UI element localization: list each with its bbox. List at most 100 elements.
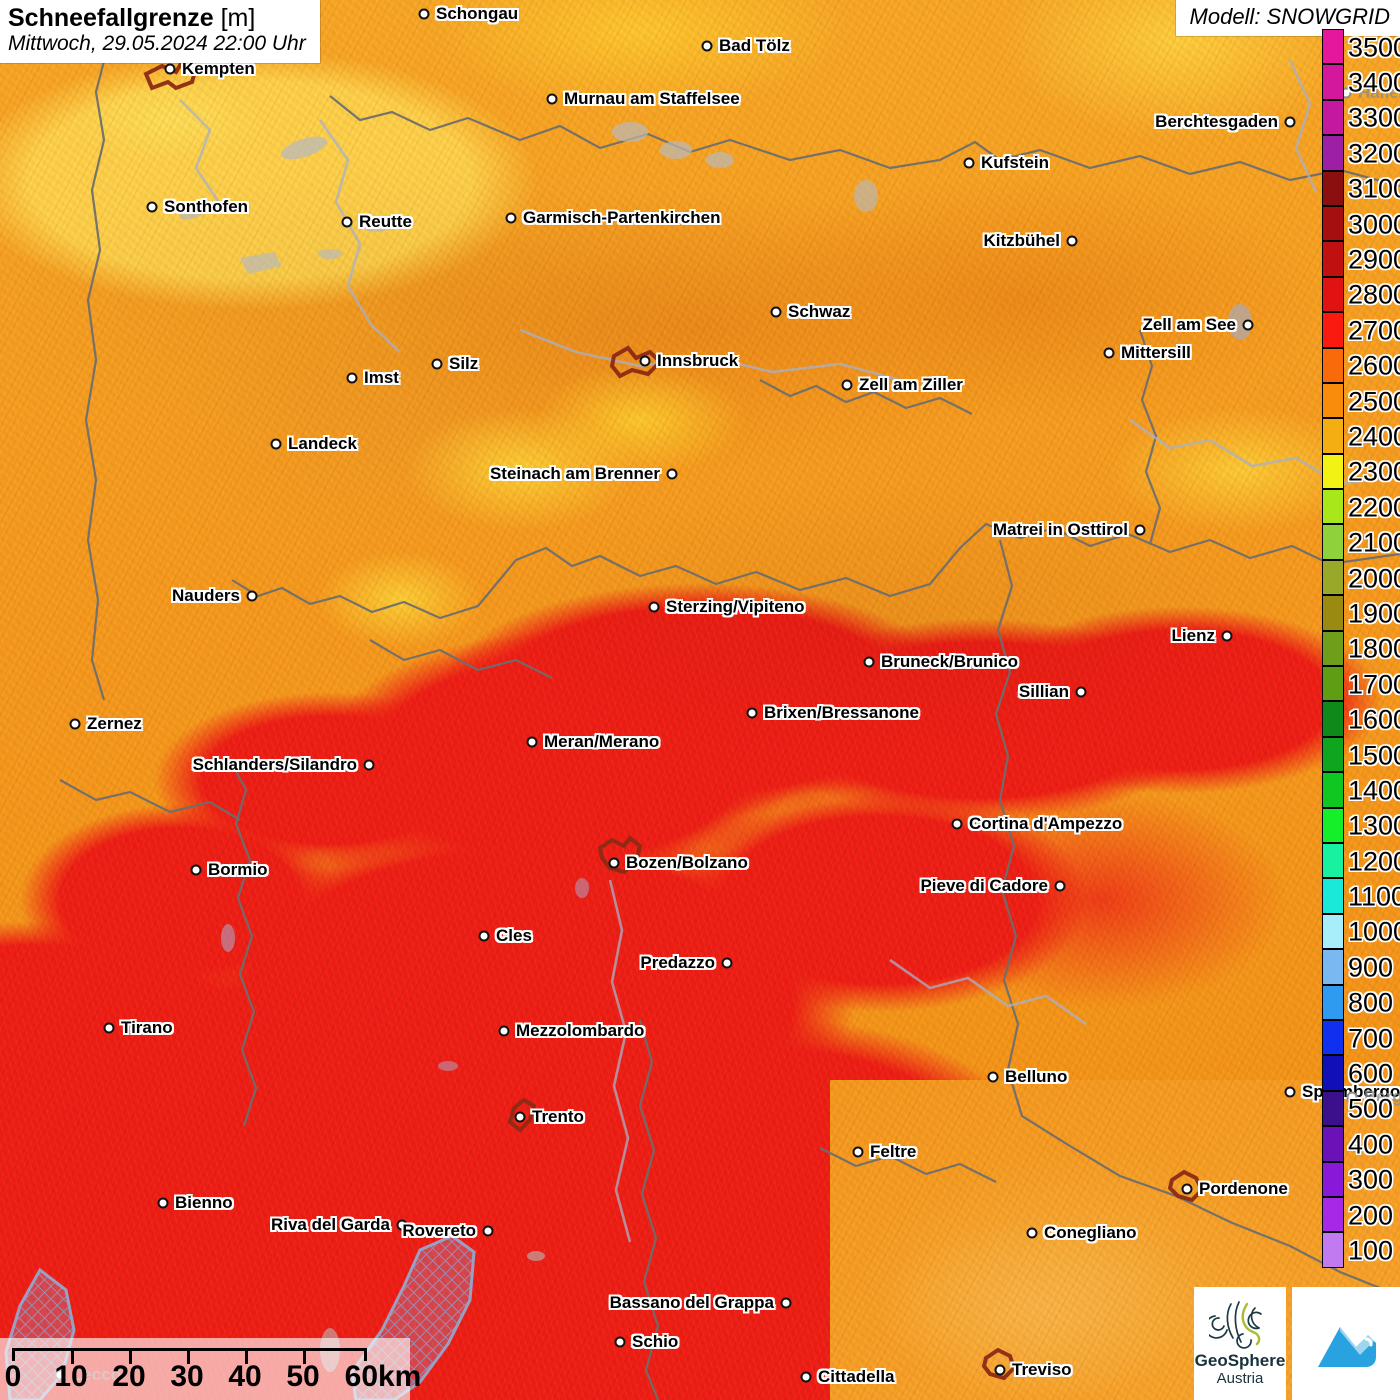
legend-row[interactable]: 1900 bbox=[1322, 595, 1400, 631]
city-dot-icon bbox=[1026, 1227, 1038, 1239]
city-dot-icon bbox=[1103, 347, 1115, 359]
app-logo[interactable] bbox=[1292, 1287, 1400, 1400]
city-dot-icon bbox=[608, 857, 620, 869]
city-name-label: Imst bbox=[364, 368, 399, 387]
city-name-label: Trento bbox=[532, 1107, 584, 1126]
legend-row[interactable]: 2400 bbox=[1322, 418, 1400, 454]
city-dot-icon bbox=[418, 8, 430, 20]
city-name-label: Zell am Ziller bbox=[859, 375, 963, 394]
city-name-label: Meran/Merano bbox=[544, 732, 660, 751]
legend-value-label: 700 bbox=[1348, 1023, 1394, 1054]
city-dot-icon bbox=[146, 201, 158, 213]
city-name-label: Feltre bbox=[870, 1142, 917, 1161]
legend-row[interactable]: 2900 bbox=[1322, 241, 1400, 277]
scale-bar-tick-label: 20 bbox=[112, 1360, 146, 1393]
legend-row[interactable]: 3500 bbox=[1322, 29, 1400, 65]
legend-row[interactable]: 2600 bbox=[1322, 347, 1400, 384]
city-name-label: Bergamo bbox=[1364, 1087, 1400, 1106]
city-name-label: Bienno bbox=[175, 1193, 233, 1212]
city-dot-icon bbox=[770, 306, 782, 318]
city-name-label: Tirano bbox=[121, 1018, 173, 1037]
city-dot-icon bbox=[963, 157, 975, 169]
city-name-label: Belluno bbox=[1005, 1067, 1068, 1086]
legend-value-label: 500 bbox=[1348, 1093, 1394, 1124]
legend-row[interactable]: 2000 bbox=[1322, 559, 1400, 596]
legend-row[interactable]: 100 bbox=[1322, 1232, 1400, 1268]
city-name-label: Steinach am Brenner bbox=[489, 464, 660, 483]
legend-value-label: 100 bbox=[1348, 1235, 1394, 1266]
city-dot-icon bbox=[863, 656, 875, 668]
legend-value-label: 2400 bbox=[1348, 421, 1400, 452]
scale-bar-ruler bbox=[12, 1348, 367, 1364]
city-name-label: Conegliano bbox=[1044, 1223, 1137, 1242]
legend-value-label: 3200 bbox=[1348, 138, 1400, 169]
legend-row[interactable]: 1600 bbox=[1322, 701, 1400, 737]
legend-swatch bbox=[1322, 1055, 1344, 1091]
geosphere-logo[interactable]: GeoSphere Austria bbox=[1194, 1287, 1286, 1400]
legend-row[interactable]: 2800 bbox=[1322, 276, 1400, 313]
legend-swatch bbox=[1322, 807, 1344, 843]
legend-row[interactable]: 500 bbox=[1322, 1090, 1400, 1127]
scale-bar-tick-label: 30 bbox=[170, 1360, 204, 1393]
city-dot-icon bbox=[396, 1219, 408, 1231]
legend-colorbar[interactable]: 3500 3400 3300 3200 3100 3000 2900 2800 2700 2600… bbox=[1322, 29, 1400, 1269]
city-dot-icon bbox=[164, 63, 176, 75]
legend-row[interactable]: 3100 bbox=[1322, 170, 1400, 207]
legend-row[interactable]: 2700 bbox=[1322, 312, 1400, 348]
legend-row[interactable]: 3400 bbox=[1322, 64, 1400, 100]
legend-row[interactable]: 900 bbox=[1322, 949, 1400, 985]
city-name-label: Riva del Garda bbox=[270, 1215, 390, 1234]
city-dot-icon bbox=[852, 1146, 864, 1158]
legend-row[interactable]: 1100 bbox=[1322, 878, 1400, 914]
city-dot-icon bbox=[1181, 1183, 1193, 1195]
legend-row[interactable]: 3200 bbox=[1322, 135, 1400, 171]
city-name-label: Treviso bbox=[1012, 1360, 1072, 1379]
legend-swatch bbox=[1322, 170, 1344, 206]
city-dot-icon bbox=[270, 438, 282, 450]
legend-row[interactable]: 1200 bbox=[1322, 842, 1400, 879]
mountain-chevron-icon bbox=[1318, 1326, 1376, 1367]
legend-row[interactable]: 2500 bbox=[1322, 382, 1400, 419]
legend-swatch bbox=[1322, 1161, 1344, 1197]
legend-value-label: 1800 bbox=[1348, 633, 1400, 664]
legend-row[interactable]: 3000 bbox=[1322, 205, 1400, 242]
city-name-label: Hallein bbox=[1358, 83, 1400, 102]
legend-value-label: 2900 bbox=[1348, 244, 1400, 275]
city-boundary-outlines bbox=[143, 59, 1205, 1381]
legend-row[interactable]: 3300 bbox=[1322, 99, 1400, 136]
city-name-label: Bad Tölz bbox=[719, 36, 790, 55]
city-dot-icon bbox=[1221, 630, 1233, 642]
legend-row[interactable]: 800 bbox=[1322, 984, 1400, 1021]
legend-value-label: 1700 bbox=[1348, 669, 1400, 700]
legend-swatch bbox=[1322, 241, 1344, 277]
legend-row[interactable]: 1800 bbox=[1322, 630, 1400, 667]
city-dot-icon bbox=[346, 372, 358, 384]
legend-row[interactable]: 1500 bbox=[1322, 736, 1400, 773]
geosphere-logo-line1: GeoSphere bbox=[1194, 1351, 1286, 1371]
legend-value-label: 3100 bbox=[1348, 173, 1400, 204]
legend-row[interactable]: 2300 bbox=[1322, 453, 1400, 490]
city-name-label: Bozen/Bolzano bbox=[626, 853, 748, 872]
legend-row[interactable]: 1700 bbox=[1322, 666, 1400, 702]
legend-row[interactable]: 400 bbox=[1322, 1126, 1400, 1162]
legend-swatch bbox=[1322, 1126, 1344, 1162]
legend-row[interactable]: 700 bbox=[1322, 1019, 1400, 1056]
city-dot-icon bbox=[1075, 686, 1087, 698]
legend-row[interactable]: 300 bbox=[1322, 1161, 1400, 1198]
legend-row[interactable]: 2200 bbox=[1322, 489, 1400, 525]
legend-value-label: 3300 bbox=[1348, 102, 1400, 133]
legend-row[interactable]: 2100 bbox=[1322, 524, 1400, 560]
legend-row[interactable]: 1400 bbox=[1322, 772, 1400, 808]
legend-row[interactable]: 1300 bbox=[1322, 807, 1400, 844]
city-dot-icon bbox=[721, 957, 733, 969]
legend-row[interactable]: 600 bbox=[1322, 1055, 1400, 1091]
legend-swatch bbox=[1322, 29, 1344, 65]
legend-row[interactable]: 200 bbox=[1322, 1196, 1400, 1233]
legend-swatch bbox=[1322, 666, 1344, 702]
legend-swatch bbox=[1322, 64, 1344, 100]
legend-value-label: 2500 bbox=[1348, 386, 1400, 417]
